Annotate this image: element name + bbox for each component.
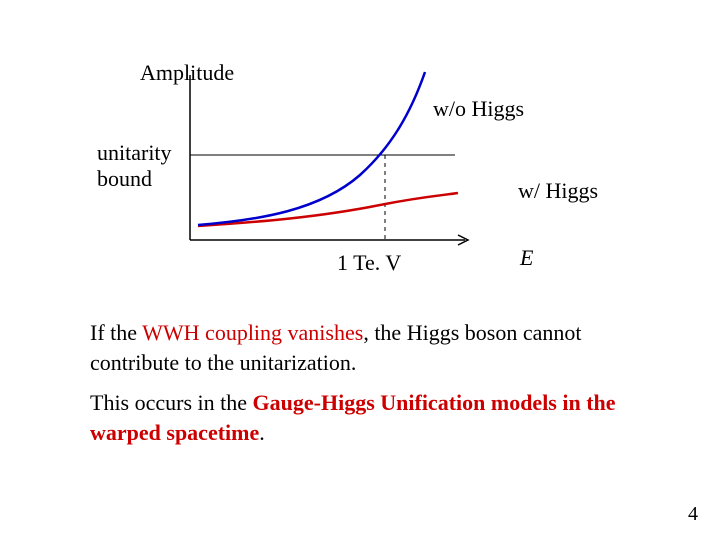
- paragraph-2: This occurs in the Gauge-Higgs Unificati…: [90, 388, 650, 447]
- label-wo-higgs: w/o Higgs: [433, 96, 524, 122]
- label-energy: E: [520, 245, 533, 271]
- para1-text-b-red: WWH coupling vanishes: [142, 320, 363, 345]
- label-w-higgs: w/ Higgs: [518, 178, 598, 204]
- label-unitarity-bound-line1: unitarity: [97, 140, 172, 165]
- para2-text-a: This occurs in the: [90, 390, 253, 415]
- page-number: 4: [688, 503, 698, 526]
- label-unitarity-bound: unitarity bound: [97, 140, 172, 193]
- label-one-tev: 1 Te. V: [337, 250, 401, 276]
- label-unitarity-bound-line2: bound: [97, 166, 152, 191]
- para2-text-c: .: [259, 420, 265, 445]
- para1-text-a: If the: [90, 320, 142, 345]
- paragraph-1: If the WWH coupling vanishes, the Higgs …: [90, 318, 650, 377]
- label-amplitude: Amplitude: [140, 60, 234, 86]
